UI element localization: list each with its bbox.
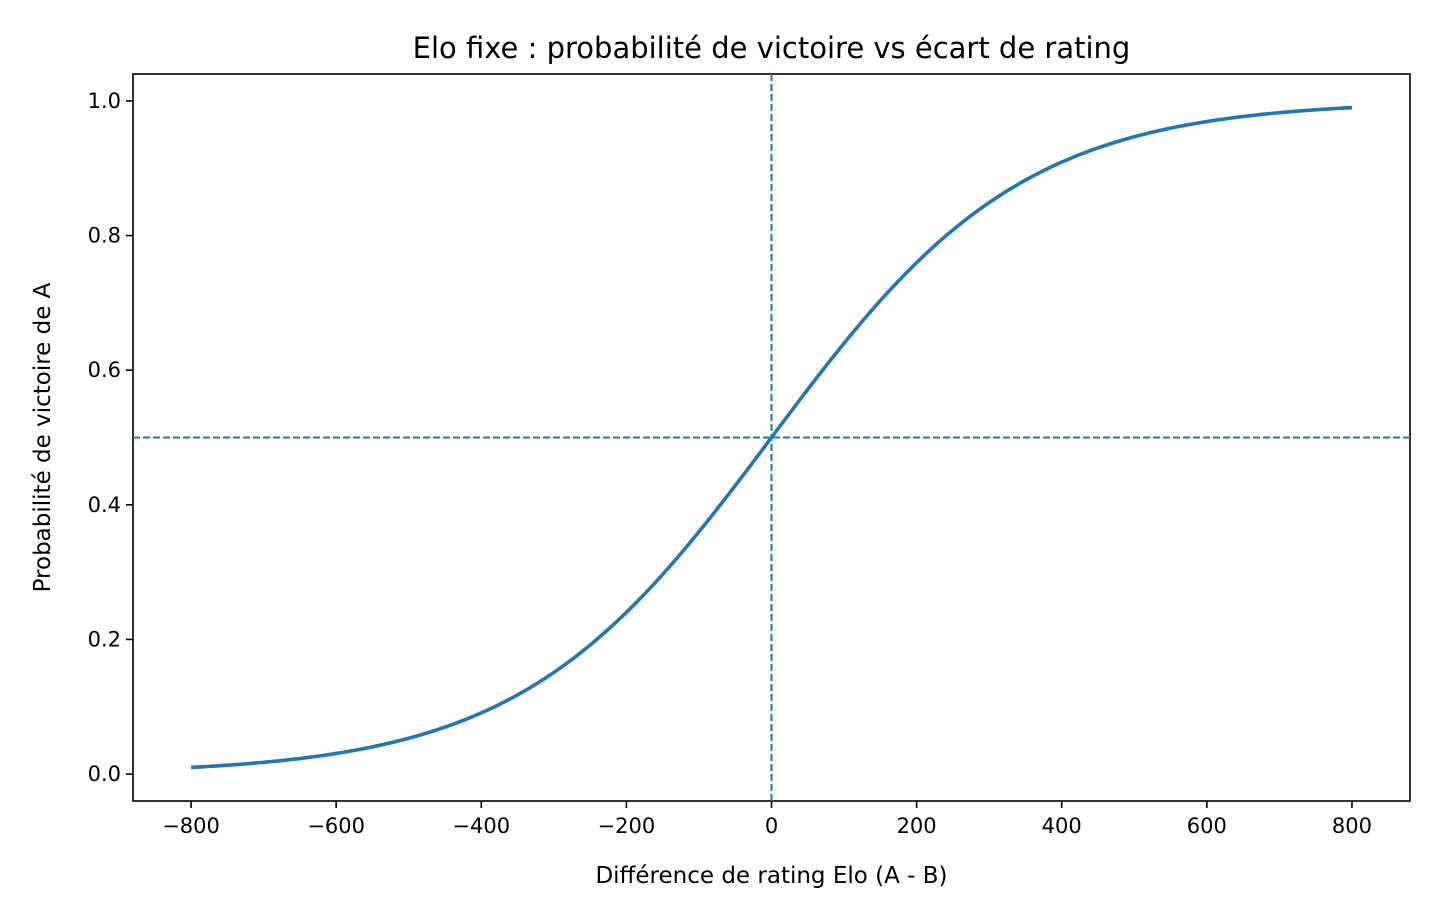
series-line-0 <box>190 105 1353 770</box>
y-tick-label: 0.6 <box>88 358 121 382</box>
x-tick-label: −200 <box>598 814 656 838</box>
x-tick-label: 400 <box>1042 814 1082 838</box>
y-axis-ticks: 0.0 0.2 0.4 0.6 0.8 1.0 <box>88 89 133 786</box>
y-axis-label: Probabilité de victoire de A <box>30 282 56 592</box>
x-tick-label: 800 <box>1332 814 1372 838</box>
x-tick-label: −600 <box>307 814 365 838</box>
x-tick-label: −800 <box>162 814 220 838</box>
y-tick-label: 0.4 <box>88 493 121 517</box>
x-tick-label: 200 <box>897 814 937 838</box>
x-tick-label: 600 <box>1187 814 1227 838</box>
y-tick-label: 1.0 <box>88 89 121 113</box>
y-tick-label: 0.0 <box>88 762 121 786</box>
x-axis-label: Différence de rating Elo (A - B) <box>595 863 947 889</box>
y-tick-label: 0.2 <box>88 627 121 651</box>
x-axis-ticks: −800 −600 −400 −200 0 200 400 600 800 <box>162 801 1372 838</box>
x-tick-label: −400 <box>452 814 510 838</box>
series-layer <box>190 105 1353 770</box>
y-tick-label: 0.8 <box>88 224 121 248</box>
x-tick-label: 0 <box>765 814 778 838</box>
chart-title: Elo fixe : probabilité de victoire vs éc… <box>413 31 1131 65</box>
